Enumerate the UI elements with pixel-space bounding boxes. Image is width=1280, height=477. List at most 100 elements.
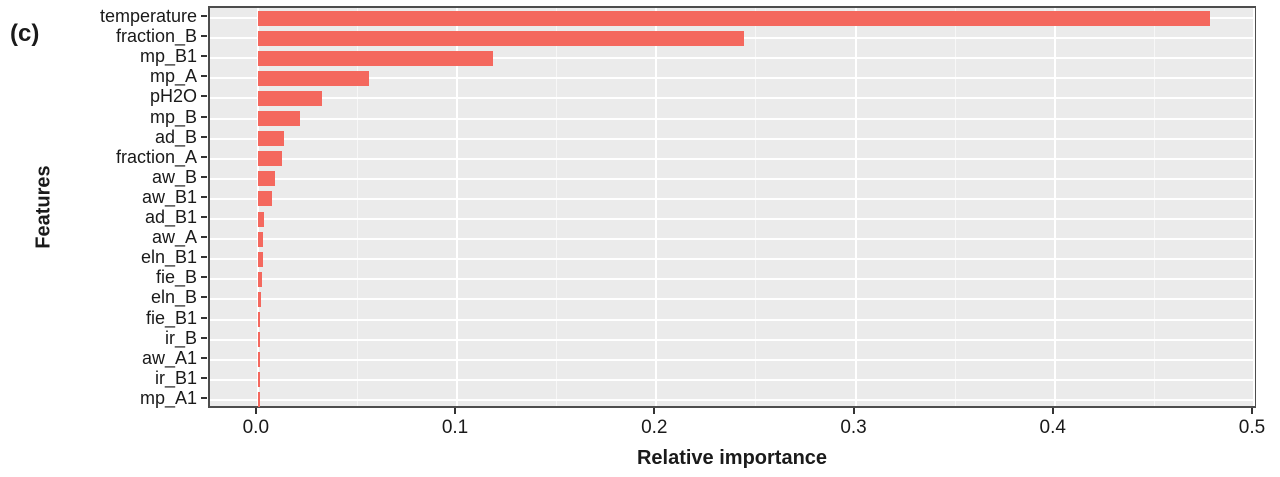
- y-tick-label: fraction_B: [115, 26, 197, 47]
- bar-ir_B: [257, 332, 261, 348]
- y-tick-label: aw_B: [151, 166, 197, 187]
- bar-aw_B: [257, 171, 275, 187]
- y-tick-mark: [201, 256, 207, 259]
- y-tick-label: aw_B1: [141, 186, 197, 207]
- x-tick-label: 0.1: [441, 417, 469, 438]
- x-tick-label: 0.2: [641, 417, 668, 438]
- y-tick-mark: [201, 356, 207, 359]
- bar-eln_B1: [257, 251, 263, 267]
- minor-gridline: [1153, 8, 1155, 406]
- y-tick-label: aw_A: [151, 227, 197, 248]
- y-tick-label: fraction_A: [115, 146, 197, 167]
- bar-fraction_B: [257, 30, 744, 46]
- category-gridline: [210, 318, 1254, 321]
- y-tick-mark: [201, 236, 207, 239]
- bar-mp_B: [257, 111, 300, 127]
- y-tick-label: aw_A1: [141, 347, 197, 368]
- y-tick-label: ad_B: [154, 126, 197, 147]
- y-tick-mark: [201, 316, 207, 319]
- category-gridline: [210, 398, 1254, 401]
- y-tick-label: mp_A1: [139, 387, 197, 408]
- y-tick-label: ir_B1: [154, 367, 197, 388]
- category-gridline: [210, 258, 1254, 261]
- x-tick-mark: [653, 408, 656, 414]
- x-tick-label: 0.0: [242, 417, 270, 438]
- y-tick-label: eln_B1: [140, 247, 197, 268]
- category-gridline: [210, 238, 1254, 241]
- category-gridline: [210, 157, 1254, 160]
- y-tick-mark: [201, 115, 207, 118]
- y-tick-label: mp_B1: [139, 46, 197, 67]
- y-tick-mark: [201, 276, 207, 279]
- bar-eln_B: [257, 291, 262, 307]
- major-gridline: [1253, 8, 1255, 406]
- major-gridline: [1053, 8, 1056, 406]
- y-tick-mark: [201, 75, 207, 78]
- bar-mp_A: [257, 70, 370, 86]
- bar-mp_B1: [257, 50, 493, 66]
- y-tick-mark: [201, 95, 207, 98]
- y-tick-mark: [201, 336, 207, 339]
- y-tick-label: ad_B1: [144, 207, 197, 228]
- minor-gridline: [954, 8, 956, 406]
- y-tick-label: mp_A: [149, 66, 197, 87]
- major-gridline: [854, 8, 857, 406]
- category-gridline: [210, 218, 1254, 221]
- bar-mp_A1: [257, 392, 261, 408]
- x-tick-mark: [254, 408, 257, 414]
- x-tick-label: 0.3: [840, 417, 867, 438]
- bar-fraction_A: [257, 151, 282, 167]
- category-gridline: [210, 378, 1254, 381]
- y-tick-label: mp_B: [149, 106, 197, 127]
- bar-aw_B1: [257, 191, 272, 207]
- bar-aw_A: [257, 231, 263, 247]
- minor-gridline: [556, 8, 558, 406]
- minor-gridline: [755, 8, 757, 406]
- y-tick-label: fie_B: [155, 267, 197, 288]
- category-gridline: [210, 97, 1254, 100]
- x-tick-mark: [852, 408, 855, 414]
- bar-fie_B1: [257, 312, 261, 328]
- bar-ad_B: [257, 131, 284, 147]
- major-gridline: [456, 8, 459, 406]
- y-tick-mark: [201, 15, 207, 18]
- y-tick-mark: [201, 55, 207, 58]
- y-tick-label: ir_B: [164, 327, 197, 348]
- y-tick-mark: [201, 175, 207, 178]
- y-tick-mark: [201, 135, 207, 138]
- major-gridline: [256, 8, 259, 406]
- y-tick-mark: [201, 216, 207, 219]
- x-tick-mark: [1251, 408, 1253, 414]
- bar-temperature: [257, 10, 1211, 26]
- category-gridline: [210, 117, 1254, 120]
- bar-fie_B: [257, 271, 262, 287]
- x-tick-label: 0.5: [1238, 417, 1266, 438]
- y-tick-mark: [201, 35, 207, 38]
- y-tick-label: fie_B1: [145, 307, 197, 328]
- category-gridline: [210, 177, 1254, 180]
- x-tick-mark: [1051, 408, 1054, 414]
- y-tick-mark: [201, 376, 207, 379]
- panel-tag: (c): [10, 20, 40, 47]
- bar-ir_B1: [257, 372, 261, 388]
- y-tick-mark: [201, 296, 207, 299]
- y-tick-label: eln_B: [150, 287, 197, 308]
- category-gridline: [210, 358, 1254, 361]
- category-gridline: [210, 77, 1254, 80]
- category-gridline: [210, 278, 1254, 281]
- category-gridline: [210, 57, 1254, 60]
- bar-pH2O: [257, 90, 322, 106]
- category-gridline: [210, 197, 1254, 200]
- category-gridline: [210, 298, 1254, 301]
- x-tick-label: 0.4: [1039, 417, 1066, 438]
- y-tick-label: temperature: [99, 6, 197, 27]
- x-tick-mark: [454, 408, 457, 414]
- y-axis-title: Features: [32, 165, 55, 249]
- minor-gridline: [356, 8, 358, 406]
- category-gridline: [210, 338, 1254, 341]
- category-gridline: [210, 137, 1254, 140]
- y-tick-mark: [201, 396, 207, 399]
- plot-panel: [208, 6, 1256, 408]
- bar-aw_A1: [257, 352, 261, 368]
